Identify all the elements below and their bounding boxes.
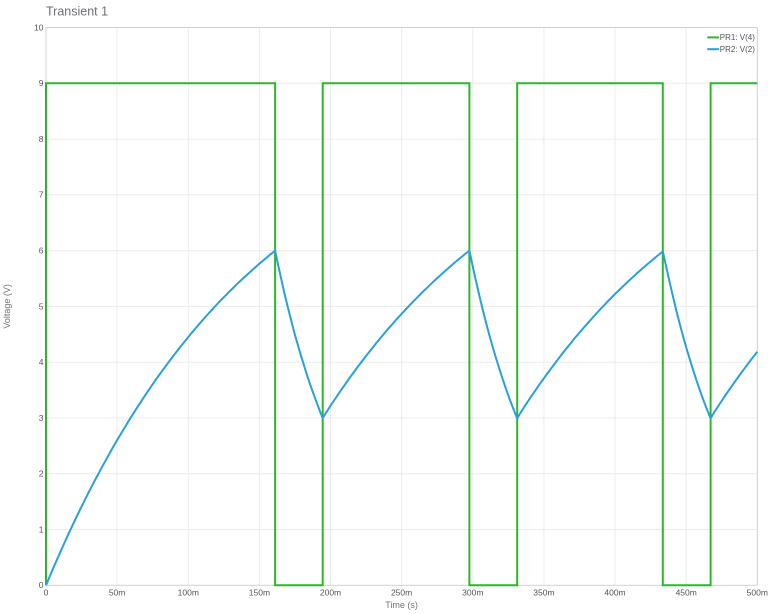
- svg-text:PR2: V(2): PR2: V(2): [720, 45, 755, 54]
- svg-text:400m: 400m: [604, 588, 625, 598]
- svg-text:2: 2: [39, 469, 44, 479]
- svg-text:6: 6: [39, 246, 44, 256]
- svg-text:500m: 500m: [747, 588, 768, 598]
- svg-text:1: 1: [39, 524, 44, 534]
- svg-text:0: 0: [44, 588, 49, 598]
- svg-text:Voltage (V): Voltage (V): [2, 284, 12, 329]
- svg-text:350m: 350m: [533, 588, 554, 598]
- svg-text:5: 5: [39, 301, 44, 311]
- svg-text:PR1: V(4): PR1: V(4): [720, 33, 755, 42]
- svg-text:3: 3: [39, 413, 44, 423]
- svg-text:150m: 150m: [249, 588, 270, 598]
- svg-text:200m: 200m: [320, 588, 341, 598]
- svg-text:0: 0: [39, 580, 44, 590]
- svg-text:7: 7: [39, 190, 44, 200]
- svg-text:Time (s): Time (s): [385, 600, 418, 610]
- svg-text:250m: 250m: [391, 588, 412, 598]
- svg-text:8: 8: [39, 134, 44, 144]
- svg-text:4: 4: [39, 357, 44, 367]
- svg-text:Transient 1: Transient 1: [46, 5, 108, 19]
- svg-text:9: 9: [39, 78, 44, 88]
- svg-text:100m: 100m: [178, 588, 199, 598]
- svg-text:450m: 450m: [676, 588, 697, 598]
- svg-text:10: 10: [34, 22, 44, 32]
- svg-text:50m: 50m: [109, 588, 126, 598]
- svg-text:300m: 300m: [462, 588, 483, 598]
